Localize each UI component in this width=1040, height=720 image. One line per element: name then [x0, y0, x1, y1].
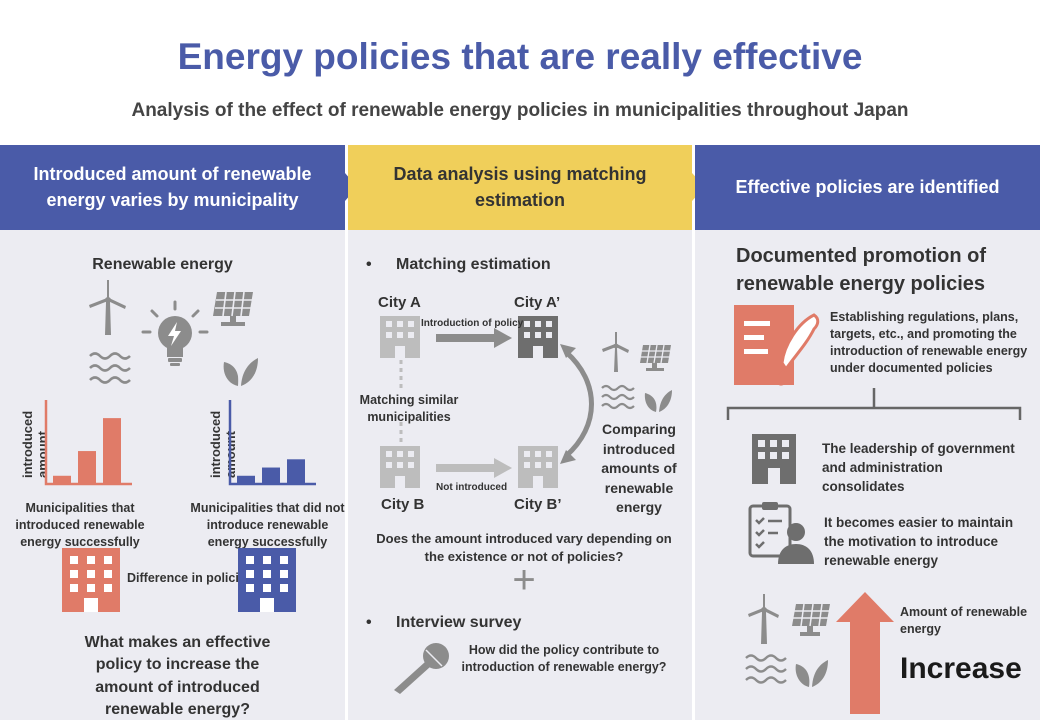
- building-city-a-prime-icon: [518, 316, 558, 358]
- arrow-not-introduced-label: Not introduced: [436, 482, 508, 493]
- amount-label: Amount of renewable energy: [900, 605, 1028, 636]
- document-pen-icon: [734, 305, 820, 386]
- page-title: Energy policies that are really effectiv…: [177, 36, 863, 77]
- building-city-a-icon: [380, 316, 420, 358]
- documented-desc: Establishing regulations, plans, targets…: [830, 310, 1028, 375]
- plus-sign: +: [512, 558, 536, 602]
- city-b-prime-label: City B’: [514, 496, 562, 513]
- success-bar: [78, 451, 96, 484]
- lightbulb-icon: [141, 300, 209, 366]
- solar-panel-right-icon: [792, 603, 830, 636]
- fail-bar: [287, 459, 305, 484]
- documented-title: Documented promotion of renewable energy…: [736, 245, 986, 295]
- building-fail-icon: [238, 548, 296, 612]
- building-leadership-icon: [752, 434, 796, 484]
- bullet-interview: Interview survey: [396, 614, 521, 632]
- microphone-icon: [394, 643, 449, 694]
- arrow-not-introduced: [436, 458, 512, 478]
- success-bar: [103, 418, 121, 484]
- middle-question: Does the amount introduced vary dependin…: [376, 531, 672, 564]
- fail-bar: [262, 467, 280, 484]
- bullet-matching: Matching estimation: [396, 256, 551, 274]
- city-a-prime-label: City A’: [514, 294, 561, 311]
- renewable-energy-label: Renewable energy: [92, 256, 233, 273]
- solar-panel-small-icon: [640, 344, 671, 371]
- left-question: What makes an effective policy to increa…: [84, 634, 271, 719]
- left-header: Introduced amount of renewable energy va…: [0, 145, 345, 230]
- clipboard-person-icon: [748, 502, 814, 564]
- wind-turbine-icon: [89, 280, 126, 335]
- city-b-label: City B: [381, 496, 425, 513]
- page-subtitle: Analysis of the effect of renewable ener…: [131, 100, 909, 121]
- wind-turbine-right-icon: [748, 594, 779, 644]
- leadership-text: The leadership of government and adminis…: [822, 441, 1015, 494]
- fail-bar: [237, 475, 255, 484]
- wind-turbine-small-icon: [602, 332, 629, 372]
- motivation-text: It becomes easier to maintain the motiva…: [824, 515, 1014, 568]
- caption-fail: Municipalities that did not introduce re…: [190, 501, 345, 549]
- city-a-label: City A: [378, 294, 421, 311]
- arrow-introduction-label: Introduction of policy: [421, 318, 524, 329]
- sprout-icon: [223, 358, 258, 386]
- waves-small-icon: [601, 384, 635, 410]
- building-success-icon: [62, 548, 120, 612]
- up-arrow-icon: [836, 592, 894, 714]
- chart-fail: [228, 400, 316, 486]
- compare-arrow: [560, 344, 594, 464]
- sprout-small-icon: [644, 390, 672, 412]
- success-bar: [53, 475, 71, 484]
- interview-question: How did the policy contribute to introdu…: [461, 643, 667, 674]
- arrow-introduction: [436, 328, 512, 348]
- comparing-label: Comparing introduced amounts of renewabl…: [601, 421, 677, 516]
- increase-label: Increase: [900, 652, 1022, 685]
- right-header: Effective policies are identified: [695, 145, 1040, 230]
- matching-connector: [399, 360, 403, 446]
- difference-label: Difference in policies?: [127, 571, 261, 585]
- building-city-b-icon: [380, 446, 420, 488]
- matching-similar-label: Matching similar municipalities: [359, 393, 459, 424]
- sprout-right-icon: [795, 660, 828, 687]
- waves-right-icon: [745, 654, 787, 684]
- waves-icon: [89, 352, 131, 384]
- middle-header: Data analysis using matching estimation: [348, 145, 692, 230]
- chart-success: [44, 400, 132, 486]
- caption-success: Municipalities that introduced renewable…: [15, 501, 145, 549]
- solar-panel-icon: [213, 291, 253, 326]
- bracket: [726, 388, 1022, 420]
- building-city-b-prime-icon: [518, 446, 558, 488]
